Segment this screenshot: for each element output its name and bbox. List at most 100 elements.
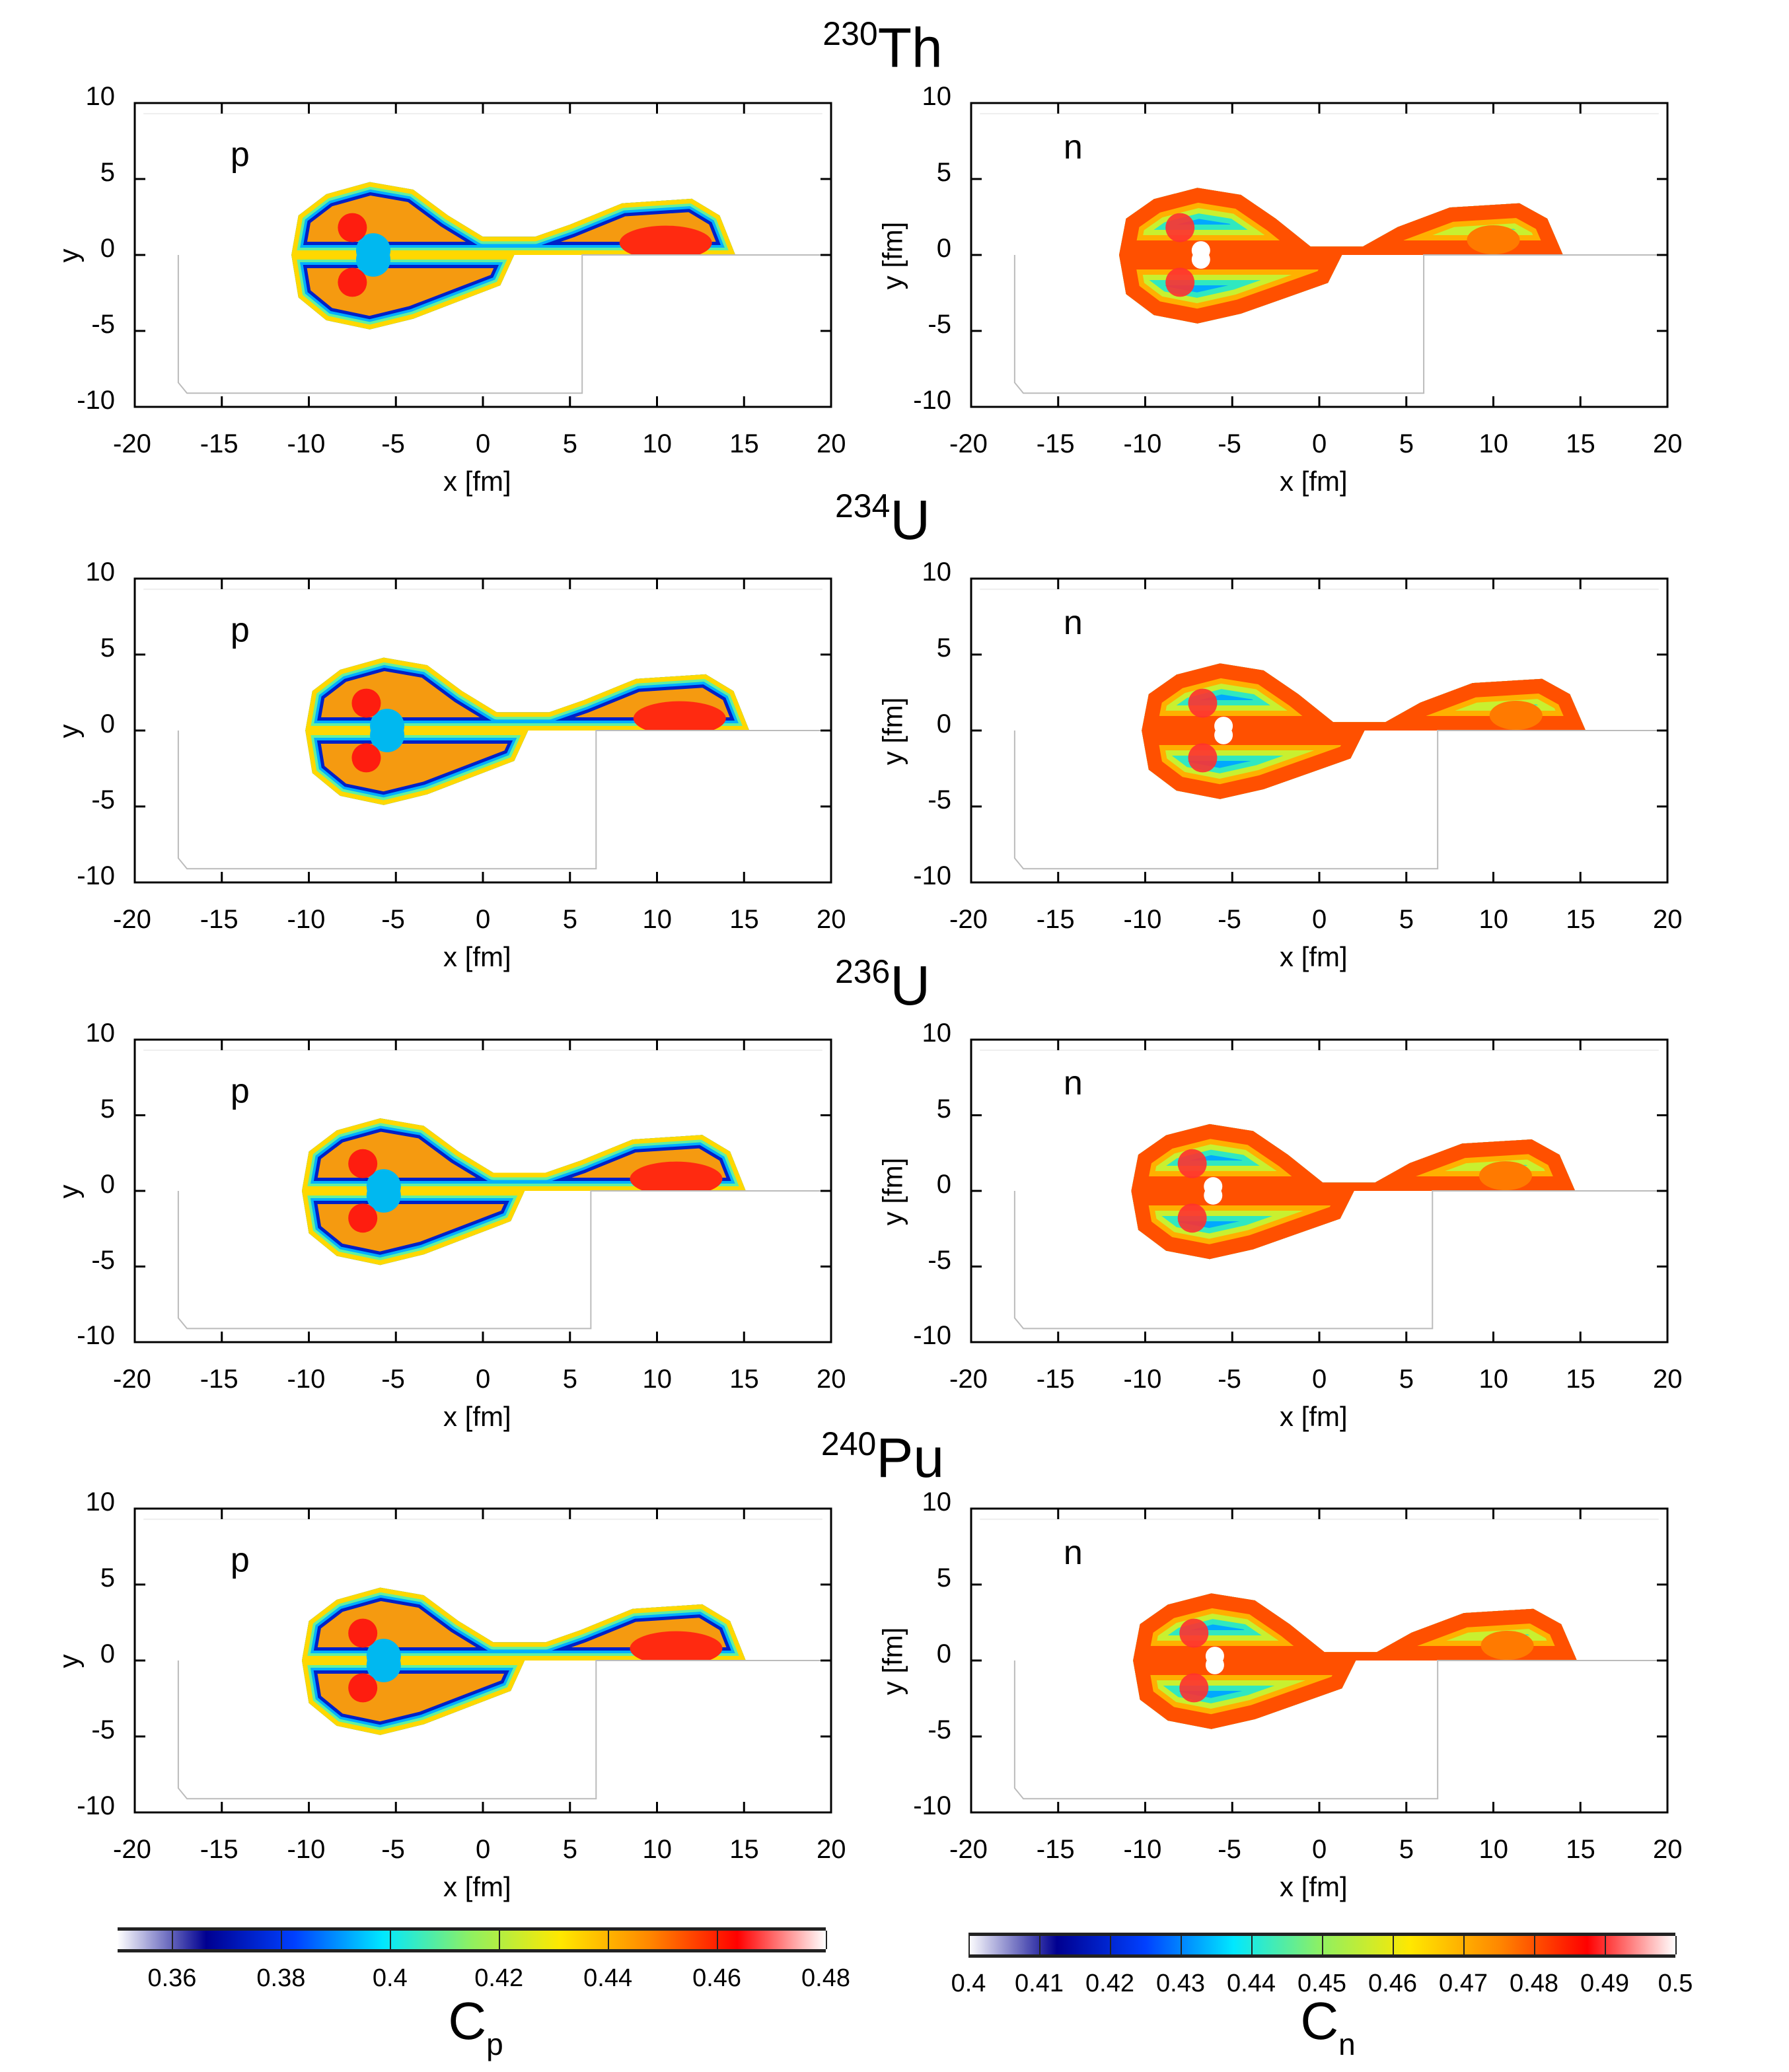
x-tick-label: -10 [287,1365,326,1394]
y-tick-label: 5 [936,158,951,187]
x-tick-label: 15 [729,905,759,934]
density-spot [1479,1161,1532,1191]
y-tick-label: 0 [936,234,951,263]
x-tick-label: 0 [476,1835,491,1864]
x-tick-label: 10 [1479,905,1509,934]
colorbar-divider [1534,1936,1535,1954]
density-spot [633,701,726,731]
density-spot [338,268,367,297]
x-tick-label: 0 [476,1365,491,1394]
colorbar-tick-label: 0.46 [1368,1970,1417,1997]
colorbar-divider [968,1936,970,1954]
x-tick-label: -10 [1123,1365,1162,1394]
x-tick-label: 0 [1312,429,1327,458]
density-spot [1179,1618,1209,1648]
grid-outline [1013,1660,1667,1800]
density-region [302,1587,746,1661]
x-tick-label: -5 [1218,905,1241,934]
density-spot [355,233,390,255]
x-tick-label: -20 [113,905,151,934]
x-tick-label: 0 [1312,1835,1327,1864]
x-axis-label: x [fm] [443,1401,511,1432]
colorbar-tick-label: 0.43 [1156,1970,1205,1997]
colorbar-tick-label: 0.4 [951,1970,986,1997]
y-tick-label: -5 [91,1715,115,1744]
y-tick-label: 0 [100,234,115,263]
x-tick-label: -10 [1123,905,1162,934]
x-tick-label: -5 [381,905,405,934]
nucleus-title: 230Th [822,17,942,75]
panel-label: p [230,611,250,650]
y-tick-label: -5 [928,1715,951,1744]
colorbar-tick-label: 0.45 [1297,1970,1346,1997]
element-symbol: U [890,954,931,1017]
density-region [1131,1124,1576,1191]
colorbar-divider [499,1931,501,1949]
colorbar-tick-label: 0.47 [1439,1970,1488,1997]
x-tick-label: 20 [1653,905,1683,934]
x-tick-label: 15 [1566,1365,1595,1394]
colorbar [968,1933,1677,1958]
x-tick-label: 10 [642,1365,673,1394]
density-spot [348,1149,378,1178]
colorbar-divider [1251,1936,1253,1954]
grid-outline [1013,1190,1667,1330]
x-tick-label: -10 [287,429,326,458]
y-tick-label: 0 [936,709,951,738]
x-tick-label: -15 [1036,1835,1075,1864]
panel-label: n [1063,1533,1083,1572]
x-tick-label: -5 [1218,1835,1241,1864]
x-tick-label: 5 [562,1835,577,1864]
density-spot [351,743,381,773]
colorbar-tick-label: 0.38 [256,1964,306,1992]
x-tick-label: 20 [817,429,846,458]
y-axis-label: y [fm] [877,1627,908,1696]
x-tick-label: 0 [476,429,491,458]
density-region [1131,1191,1354,1260]
density-region [1133,1661,1356,1729]
y-tick-label: -5 [91,785,115,814]
x-tick-label: -10 [287,905,326,934]
y-tick-label: 10 [922,1018,952,1048]
density-spot [1489,701,1543,730]
colorbar-tick-label: 0.4 [372,1964,408,1992]
density-spot [1205,1647,1224,1661]
x-axis-label: x [fm] [443,941,511,972]
panel-label: p [230,135,250,174]
x-axis-label: x [fm] [1280,466,1348,497]
panel-label: p [230,1541,250,1580]
x-tick-label: -5 [1218,1365,1241,1394]
density-spot [351,688,381,718]
panel-label: p [230,1071,250,1110]
colorbar-tick-label: 0.48 [1510,1970,1558,1997]
colorbar-tick-label: 0.41 [1015,1970,1064,1997]
density-spot [370,709,405,731]
y-tick-label: 5 [100,158,115,187]
x-tick-label: -10 [287,1835,326,1864]
x-tick-label: 5 [1399,1835,1414,1864]
y-tick-label: -10 [77,1791,115,1820]
colorbar-divider [1675,1936,1677,1954]
x-tick-label: -15 [200,1835,238,1864]
x-tick-label: 5 [562,1365,577,1394]
density-spot [1188,688,1218,718]
colorbar-divider [1110,1936,1111,1954]
x-tick-label: 5 [562,905,577,934]
x-tick-label: -20 [949,429,988,458]
grid-outline [177,1190,831,1330]
x-tick-label: -20 [113,1365,151,1394]
x-tick-label: 20 [817,905,846,934]
y-tick-label: -10 [77,861,115,890]
density-spot [370,731,405,752]
density-spot [348,1673,378,1703]
density-spot [1467,225,1520,254]
density-spot [1191,241,1210,255]
grid-outline [1013,254,1667,394]
colorbar-divider [1393,1936,1394,1954]
density-spot [366,1639,401,1661]
x-tick-label: -20 [949,1835,988,1864]
y-tick-label: -5 [928,785,951,814]
